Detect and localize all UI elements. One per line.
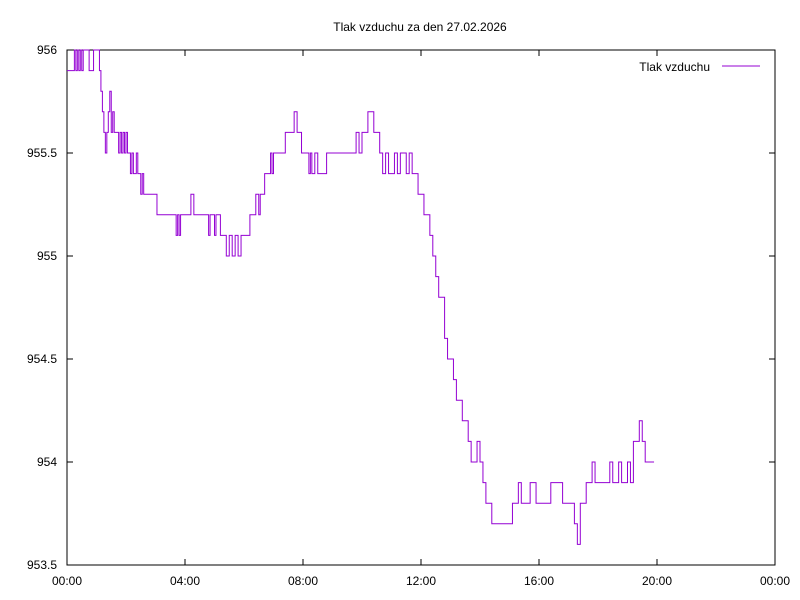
legend: Tlak vzduchu bbox=[639, 60, 760, 74]
legend-label: Tlak vzduchu bbox=[639, 60, 710, 74]
y-tick-label: 954 bbox=[37, 455, 57, 469]
chart-title: Tlak vzduchu za den 27.02.2026 bbox=[333, 20, 507, 34]
y-tick-label: 953.5 bbox=[27, 558, 57, 572]
x-tick-label: 00:00 bbox=[52, 574, 82, 588]
x-tick-label: 00:00 bbox=[760, 574, 790, 588]
y-tick-label: 955.5 bbox=[27, 146, 57, 160]
series-layer bbox=[67, 49, 655, 545]
x-tick-label: 04:00 bbox=[170, 574, 200, 588]
x-tick-label: 12:00 bbox=[406, 574, 436, 588]
x-tick-label: 08:00 bbox=[288, 574, 318, 588]
x-axis-ticks: 00:00 04:00 08:00 12:00 16:00 20:00 00:00 bbox=[52, 50, 790, 588]
x-tick-label: 20:00 bbox=[642, 574, 672, 588]
x-tick-label: 16:00 bbox=[524, 574, 554, 588]
y-tick-label: 954.5 bbox=[27, 352, 57, 366]
series-line bbox=[67, 49, 655, 545]
y-axis-ticks: 953.5 954 954.5 955 955.5 956 bbox=[27, 43, 775, 572]
y-tick-label: 956 bbox=[37, 43, 57, 57]
y-tick-label: 955 bbox=[37, 249, 57, 263]
